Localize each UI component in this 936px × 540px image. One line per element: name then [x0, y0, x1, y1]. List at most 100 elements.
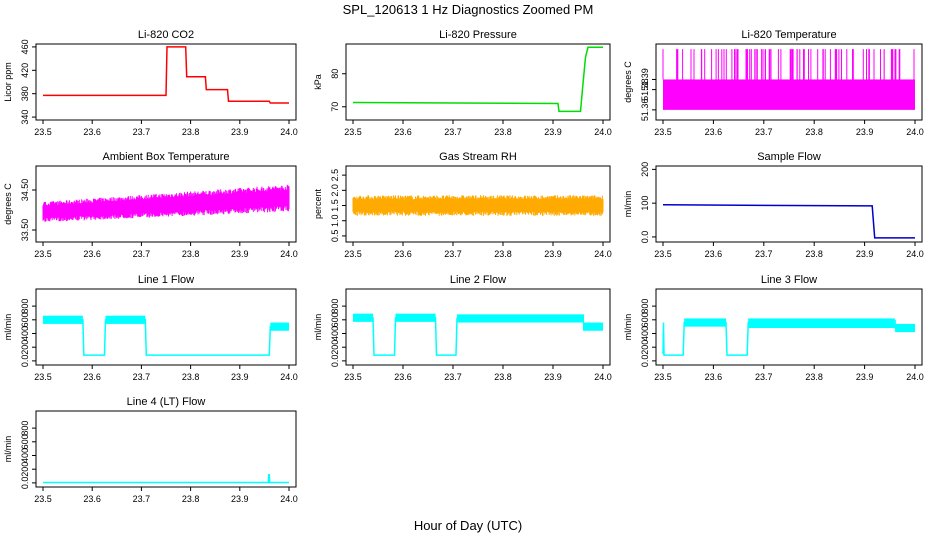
- x-tick-label: 23.8: [494, 372, 512, 382]
- panel-10: Line 4 (LT) Flow ml/min 23.5 23.6 23.7 23.8 23…: [3, 396, 298, 504]
- x-tick-label: 23.9: [231, 249, 249, 259]
- x-tick-label: 23.5: [34, 249, 52, 259]
- y-tick-label: 800: [20, 421, 30, 436]
- x-tick-label: 23.6: [83, 127, 101, 137]
- panel-title: Line 4 (LT) Flow: [127, 396, 206, 408]
- y-tick-label: 600: [20, 312, 30, 327]
- x-tick-label: 23.9: [231, 494, 249, 504]
- series-spikes: [662, 49, 915, 80]
- panel-5: Gas Stream RH percent 23.5 23.6 23.7 23.8 23.9…: [313, 151, 612, 259]
- y-tick-label: 380: [20, 86, 30, 101]
- x-tick-label: 24.0: [280, 372, 298, 382]
- y-tick-label: 200: [20, 340, 30, 355]
- y-axis-label: percent: [313, 188, 323, 219]
- x-tick-label: 23.9: [856, 372, 874, 382]
- x-tick-label: 23.5: [34, 127, 52, 137]
- x-tick-label: 23.7: [133, 127, 151, 137]
- series-noise-band: [584, 322, 603, 331]
- y-tick-label: 200: [330, 340, 340, 355]
- series-band: [663, 79, 915, 110]
- series-noise-band: [583, 314, 584, 331]
- x-tick-label: 23.9: [544, 249, 562, 259]
- y-axis-label: ml/min: [3, 436, 13, 463]
- x-tick-label: 24.0: [594, 372, 612, 382]
- plot-area: [662, 318, 915, 356]
- panel-title: Line 2 Flow: [450, 274, 506, 286]
- series-noise-band: [43, 315, 83, 324]
- x-tick-label: 23.6: [394, 372, 412, 382]
- y-tick-label: 0.0: [330, 355, 340, 368]
- series-noise-band: [895, 323, 915, 333]
- x-tick-label: 23.5: [654, 372, 672, 382]
- x-tick-label: 23.9: [856, 127, 874, 137]
- panel-2: Li-820 Pressure kPa 23.5 23.6 23.7 23.8 23.9 24…: [313, 29, 612, 137]
- figure-x-axis-label: Hour of Day (UTC): [413, 518, 523, 533]
- x-tick-label: 23.7: [133, 249, 151, 259]
- x-tick-label: 23.5: [34, 372, 52, 382]
- y-tick-label: 1.0: [330, 214, 340, 227]
- panel-frame: [35, 43, 297, 121]
- x-tick-label: 23.7: [755, 372, 773, 382]
- plot-area: [353, 313, 603, 356]
- panel-frame: [655, 165, 923, 243]
- y-tick-label: 0.5: [330, 230, 340, 243]
- x-tick-label: 23.5: [344, 127, 362, 137]
- series-noise-band: [270, 322, 289, 331]
- x-tick-label: 23.7: [133, 372, 151, 382]
- panel-title: Gas Stream RH: [439, 151, 517, 163]
- x-tick-label: 23.5: [344, 372, 362, 382]
- x-tick-label: 24.0: [906, 372, 924, 382]
- y-tick-label: 34.50: [20, 179, 30, 202]
- x-tick-label: 23.6: [705, 372, 723, 382]
- series-noise-band: [353, 313, 373, 322]
- x-tick-label: 23.7: [133, 494, 151, 504]
- x-tick-label: 24.0: [280, 494, 298, 504]
- y-tick-label: 51.39: [640, 68, 650, 91]
- x-tick-label: 23.9: [544, 127, 562, 137]
- y-tick-label: 800: [20, 299, 30, 314]
- x-tick-label: 23.9: [231, 127, 249, 137]
- y-tick-label: 33.50: [20, 219, 30, 242]
- series-noise: [42, 184, 290, 222]
- series-noise: [352, 195, 604, 216]
- x-tick-label: 23.9: [231, 372, 249, 382]
- plot-area: [662, 49, 915, 110]
- y-tick-label: 2.0: [330, 184, 340, 197]
- y-tick-label: 51.38: [640, 78, 650, 101]
- plot-area: [42, 184, 290, 222]
- series-noise-band: [894, 319, 896, 333]
- x-tick-label: 24.0: [280, 249, 298, 259]
- y-tick-label: 100: [640, 196, 650, 211]
- series-line: [353, 317, 603, 356]
- x-tick-label: 24.0: [594, 249, 612, 259]
- x-tick-label: 23.8: [494, 127, 512, 137]
- plot-area: [43, 315, 289, 356]
- y-tick-label: 400: [330, 326, 340, 341]
- x-tick-label: 23.9: [544, 372, 562, 382]
- plot-area: [43, 473, 289, 484]
- series-line: [662, 204, 915, 239]
- y-tick-label: 200: [640, 162, 650, 177]
- y-tick-label: 200: [20, 462, 30, 477]
- x-tick-label: 23.7: [444, 372, 462, 382]
- series-noise-band: [748, 318, 895, 329]
- x-tick-label: 24.0: [906, 249, 924, 259]
- panel-3: Li-820 Temperature degrees C 23.5 23.6 23.7 2…: [623, 29, 924, 137]
- series-line: [43, 46, 289, 104]
- x-tick-label: 23.8: [182, 127, 200, 137]
- series-line: [43, 473, 289, 484]
- plot-area: [352, 46, 603, 113]
- x-tick-label: 23.8: [182, 372, 200, 382]
- y-tick-label: 200: [640, 340, 650, 355]
- x-tick-label: 23.6: [83, 494, 101, 504]
- plot-area: [43, 46, 289, 104]
- y-tick-label: 2.5: [330, 169, 340, 182]
- series-line: [43, 319, 289, 356]
- panel-title: Li-820 Temperature: [741, 29, 836, 41]
- x-tick-label: 23.5: [654, 249, 672, 259]
- x-tick-label: 23.8: [805, 249, 823, 259]
- y-tick-label: 600: [330, 312, 340, 327]
- y-axis-label: ml/min: [623, 191, 633, 218]
- panel-title: Line 1 Flow: [138, 274, 194, 286]
- y-tick-label: 51.36: [640, 99, 650, 122]
